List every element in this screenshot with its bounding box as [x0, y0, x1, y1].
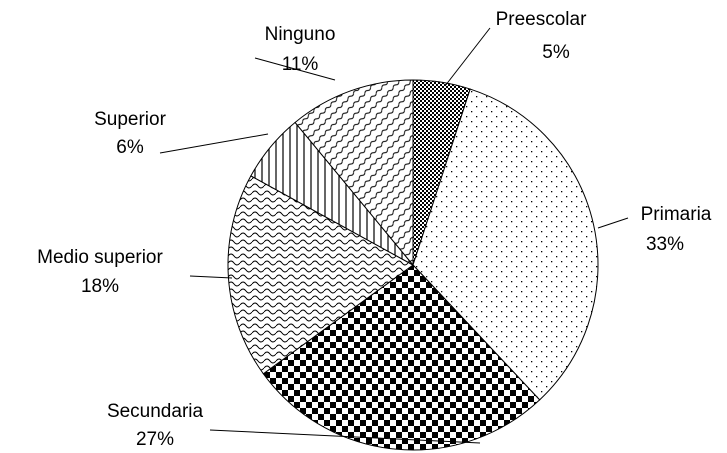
pie-slice — [294, 79, 414, 267]
slice-label: Secundaria — [107, 401, 204, 422]
pie-slice — [227, 175, 414, 375]
pie-slice — [262, 264, 541, 451]
pie-slice — [412, 88, 599, 401]
slice-label: Medio superior — [37, 247, 163, 268]
slice-value-label: 5% — [542, 42, 570, 63]
leader-line — [189, 275, 233, 279]
slice-value-label: 27% — [136, 429, 174, 450]
slice-value-label: 33% — [646, 234, 684, 255]
leader-line — [444, 27, 491, 87]
slice-label: Ninguno — [265, 24, 336, 45]
slice-label: Primaria — [641, 204, 712, 225]
slice-value-label: 6% — [116, 137, 144, 158]
leader-line — [254, 57, 336, 81]
slice-value-label: 11% — [282, 54, 319, 75]
slice-label: Preescolar — [496, 9, 587, 30]
slice-label: Superior — [94, 109, 166, 130]
leader-line — [159, 133, 269, 154]
leader-line — [209, 429, 481, 444]
slice-value-label: 18% — [81, 276, 119, 297]
leader-line — [597, 217, 629, 229]
